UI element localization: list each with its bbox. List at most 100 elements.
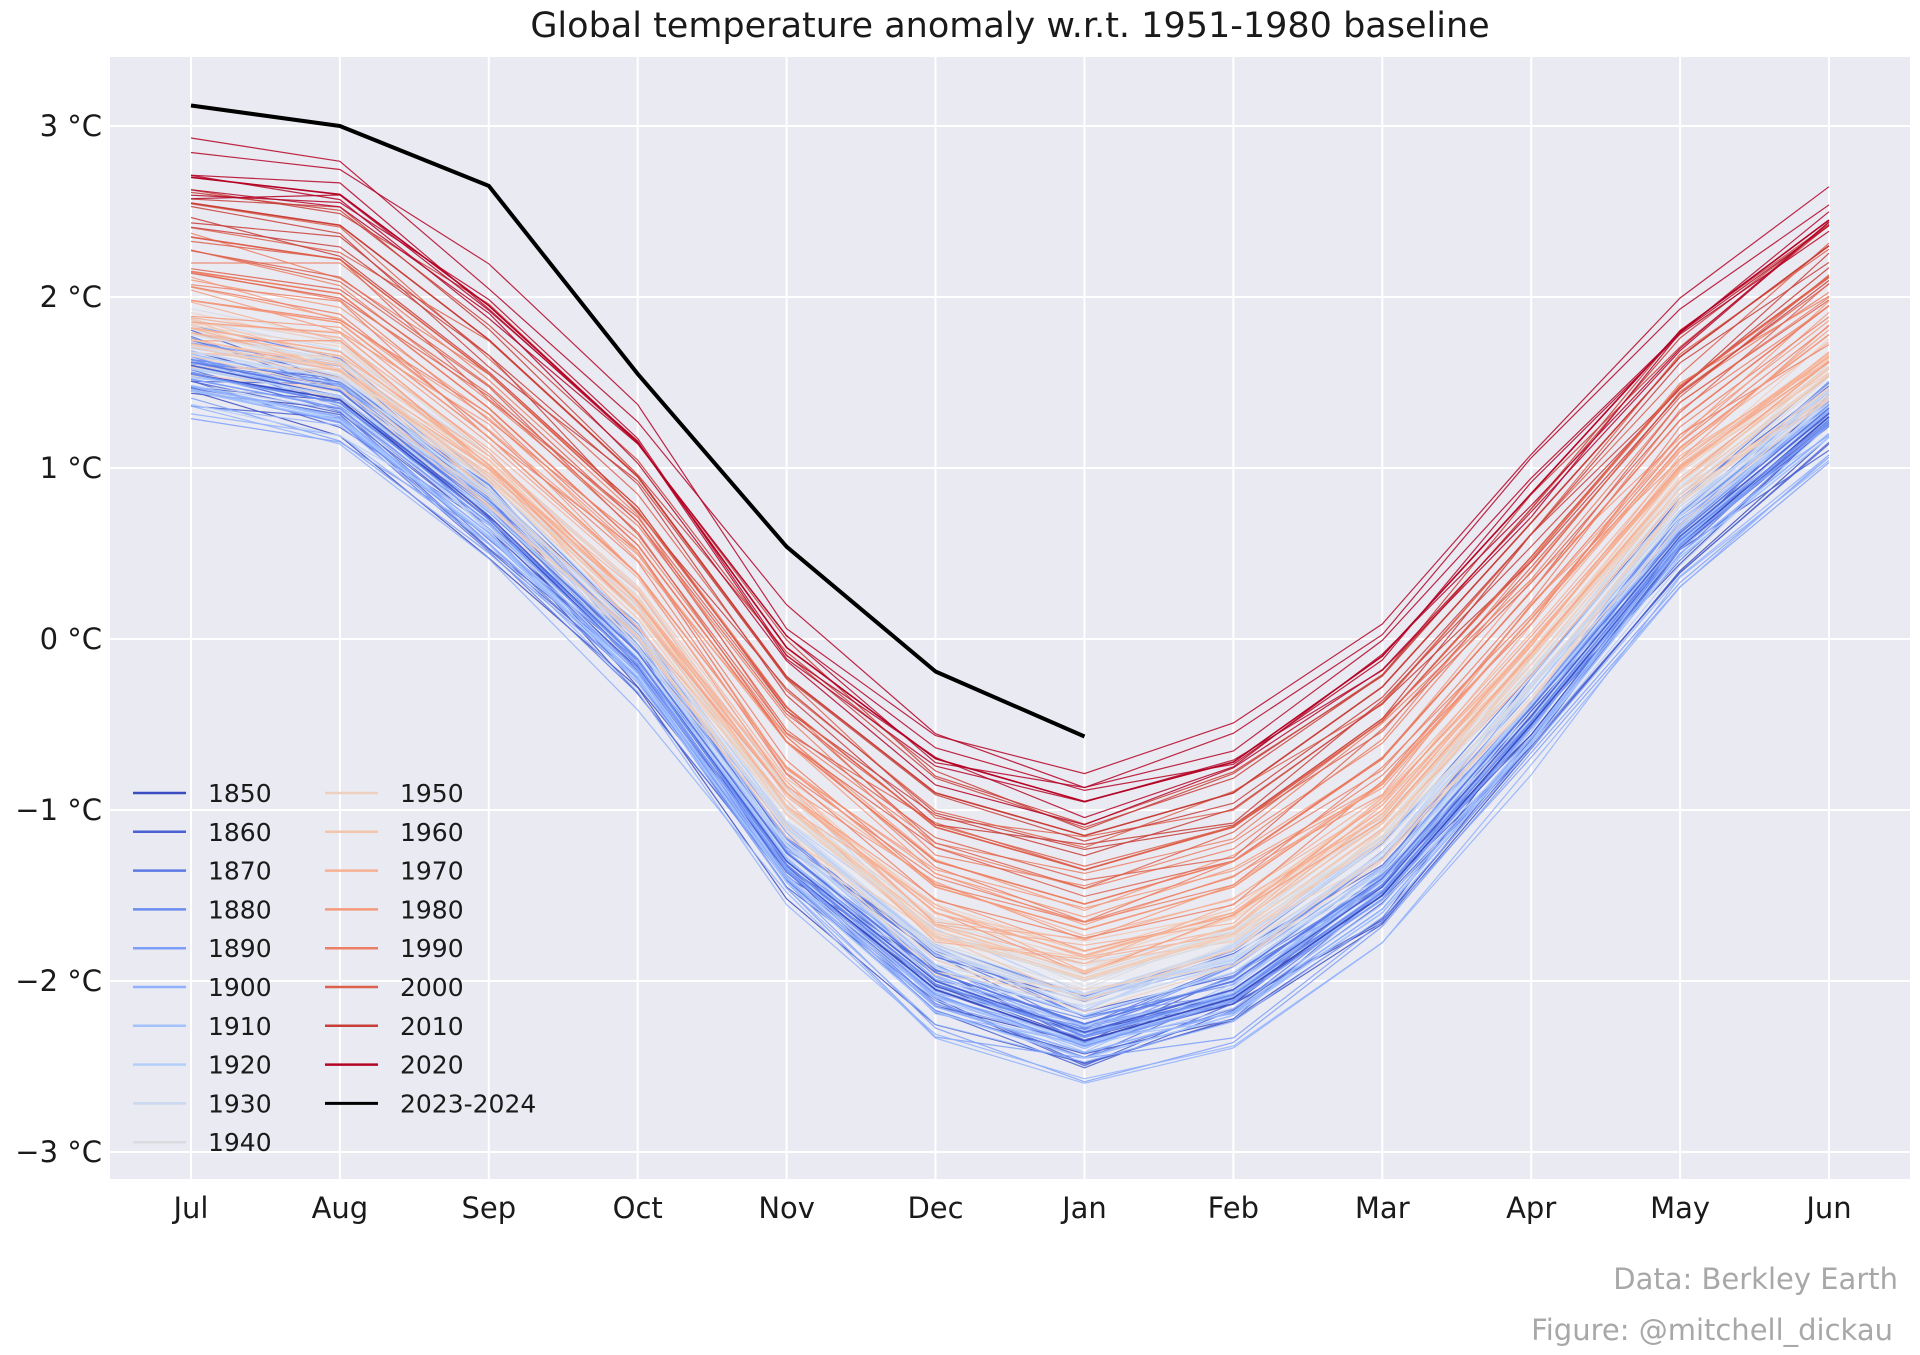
series-line-1930 bbox=[190, 350, 1830, 999]
legend-label: 1910 bbox=[208, 1012, 272, 1041]
year-line-1990 bbox=[190, 286, 1830, 939]
x-tick-label: Dec bbox=[907, 1191, 963, 1225]
year-line-2020 bbox=[190, 189, 1830, 826]
legend: 1850 1860 1870 1880 1890 1900 1910 1920 1930 1940… bbox=[133, 779, 536, 1157]
series-line-2020 bbox=[190, 176, 1830, 803]
year-line-1990 bbox=[190, 249, 1830, 887]
series-line-1860 bbox=[190, 364, 1830, 1034]
year-line-1980 bbox=[190, 276, 1830, 909]
legend-label: 2020 bbox=[400, 1051, 464, 1080]
legend-label: 1850 bbox=[208, 779, 272, 808]
year-line-1950 bbox=[190, 324, 1830, 961]
year-line-1990 bbox=[190, 271, 1830, 923]
year-line-1980 bbox=[190, 339, 1830, 975]
year-line-2010 bbox=[190, 226, 1830, 846]
year-line-2020 bbox=[190, 151, 1830, 775]
year-line-2020 bbox=[190, 174, 1830, 792]
legend-label: 1980 bbox=[400, 895, 464, 924]
legend-label: 2023-2024 bbox=[400, 1089, 536, 1118]
year-line-1980 bbox=[190, 279, 1830, 912]
year-line-1950 bbox=[190, 375, 1830, 991]
legend-label: 2000 bbox=[400, 973, 464, 1002]
year-line-1970 bbox=[190, 301, 1830, 937]
legend-label: 1930 bbox=[208, 1089, 272, 1118]
y-tick-label: 3 °C bbox=[40, 109, 102, 143]
legend-label: 1870 bbox=[208, 857, 272, 886]
year-line-1920 bbox=[190, 355, 1830, 995]
legend-label: 1970 bbox=[400, 857, 464, 886]
year-line-1980 bbox=[190, 289, 1830, 926]
y-tick-label: −1 °C bbox=[15, 793, 102, 827]
legend-label: 1950 bbox=[400, 779, 464, 808]
year-line-2010 bbox=[190, 205, 1830, 842]
year-line-1930 bbox=[190, 384, 1830, 1007]
x-tick-label: Aug bbox=[312, 1191, 369, 1225]
year-line-1990 bbox=[190, 284, 1830, 923]
x-tick-label: May bbox=[1650, 1191, 1710, 1225]
year-line-1970 bbox=[190, 317, 1830, 940]
year-line-1980 bbox=[190, 321, 1830, 952]
year-line-2000 bbox=[190, 268, 1830, 881]
legend-label: 1990 bbox=[400, 934, 464, 963]
figure-credit: Figure: @mitchell_dickau bbox=[1531, 1313, 1893, 1347]
series-lines bbox=[190, 103, 1830, 1084]
legend-label: 2010 bbox=[400, 1012, 464, 1041]
legend-label: 1940 bbox=[208, 1128, 272, 1157]
series-line-1890 bbox=[190, 378, 1830, 1047]
y-tick-label: 2 °C bbox=[40, 280, 102, 314]
series-line-1920 bbox=[190, 368, 1830, 1017]
year-line-1890 bbox=[190, 397, 1830, 1059]
year-line-2010 bbox=[190, 191, 1830, 829]
x-tick-label: Jun bbox=[1804, 1191, 1851, 1225]
y-tick-label: −2 °C bbox=[15, 964, 102, 998]
year-line-1920 bbox=[190, 403, 1830, 1032]
series-line-2000 bbox=[190, 236, 1830, 871]
y-tick-label: 1 °C bbox=[40, 451, 102, 485]
y-tick-label: 0 °C bbox=[40, 622, 102, 656]
series-line-1980 bbox=[190, 299, 1830, 931]
series-line-2010 bbox=[190, 202, 1830, 837]
x-tick-label: Nov bbox=[758, 1191, 815, 1225]
legend-label: 1960 bbox=[400, 818, 464, 847]
series-line-1900 bbox=[190, 385, 1830, 1054]
year-line-2010 bbox=[190, 222, 1830, 851]
x-tick-label: Oct bbox=[613, 1191, 663, 1225]
y-tick-label: −3 °C bbox=[15, 1135, 102, 1169]
series-line-1960 bbox=[190, 339, 1830, 974]
legend-label: 1900 bbox=[208, 973, 272, 1002]
year-line-1950 bbox=[190, 364, 1830, 1013]
x-tick-label: Jul bbox=[172, 1191, 209, 1225]
year-line-1920 bbox=[190, 385, 1830, 1027]
series-line-1970 bbox=[190, 327, 1830, 957]
year-line-2000 bbox=[190, 250, 1830, 867]
year-line-2000 bbox=[190, 227, 1830, 838]
year-line-2020 bbox=[190, 137, 1830, 789]
legend-label: 1890 bbox=[208, 934, 272, 963]
x-tick-label: Apr bbox=[1506, 1191, 1556, 1225]
series-line-1990 bbox=[190, 270, 1830, 905]
legend-label: 1860 bbox=[208, 818, 272, 847]
x-tick-label: Mar bbox=[1355, 1191, 1410, 1225]
year-line-2000 bbox=[190, 249, 1830, 871]
x-axis-ticks: Jul Aug Sep Oct Nov Dec Jan Feb Mar Apr May Jun bbox=[172, 1191, 1852, 1225]
year-line-1900 bbox=[190, 405, 1830, 1063]
series-line-1950 bbox=[190, 344, 1830, 979]
year-line-1950 bbox=[190, 373, 1830, 996]
legend-label: 1920 bbox=[208, 1051, 272, 1080]
year-line-2020 bbox=[190, 194, 1830, 803]
chart-title: Global temperature anomaly w.r.t. 1951-1… bbox=[530, 6, 1489, 46]
series-line-1880 bbox=[190, 373, 1830, 1037]
x-tick-label: Sep bbox=[461, 1191, 516, 1225]
x-tick-label: Feb bbox=[1208, 1191, 1259, 1225]
year-line-2020 bbox=[190, 194, 1830, 819]
year-line-2000 bbox=[190, 272, 1830, 898]
x-tick-label: Jan bbox=[1060, 1191, 1107, 1225]
series-line-2023-2024 bbox=[190, 103, 1086, 739]
legend-label: 1880 bbox=[208, 895, 272, 924]
year-line-2010 bbox=[190, 198, 1830, 831]
year-line-1890 bbox=[190, 418, 1830, 1083]
y-axis-ticks: 3 °C 2 °C 1 °C 0 °C −1 °C −2 °C −3 °C bbox=[15, 109, 102, 1169]
year-line-1970 bbox=[190, 332, 1830, 965]
series-line-1910 bbox=[190, 390, 1830, 1059]
